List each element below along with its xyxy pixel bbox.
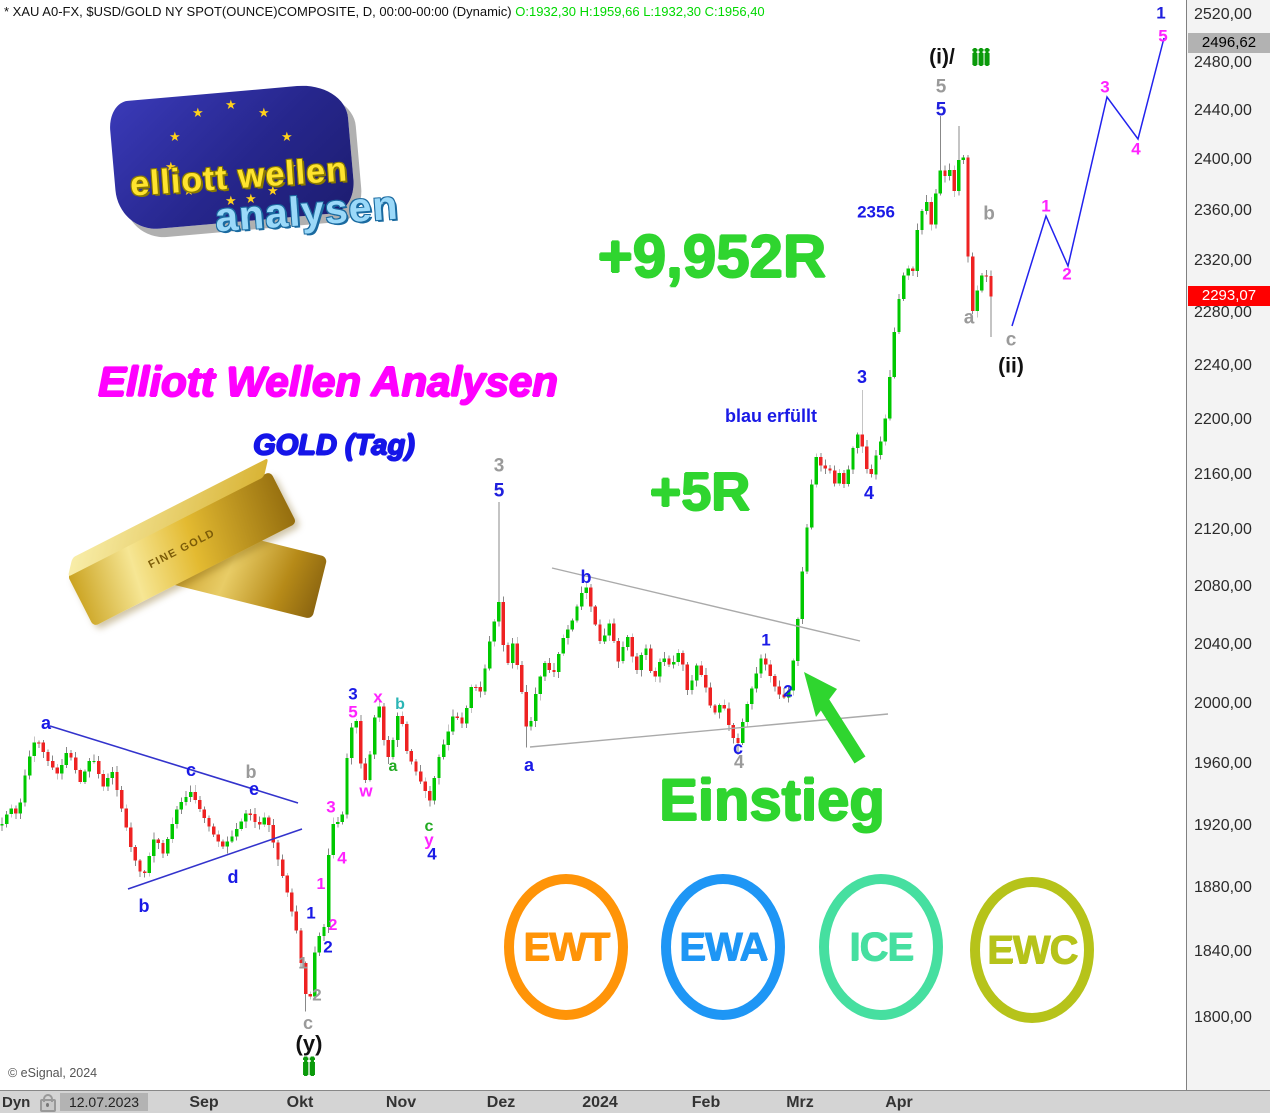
price-axis: 2520,00 2480,00 2440,00 2400,00 2360,00 2320,… [1186, 0, 1270, 1090]
star-icon: ★ [183, 183, 195, 198]
price-tick-label: 1960,00 [1194, 755, 1252, 773]
logo-ewt-text: EWT [523, 924, 610, 969]
price-tick-label: 2240,00 [1194, 357, 1252, 375]
chart-title-bar: * XAU A0-FX, $USD/GOLD NY SPOT(OUNCE)COM… [4, 4, 765, 19]
einstieg-arrow [804, 672, 866, 764]
price-tick-label: 1920,00 [1194, 816, 1252, 834]
price-badge: 2496,62 [1188, 32, 1270, 53]
elliott-wellen-analysen-logo: ★ ★ ★ ★ ★ ★ ★ ★ ★ ★ ★ elliott wellen analysen [95, 81, 400, 257]
logo-ewa-text: EWA [678, 924, 768, 969]
logo-ice-text: ICE [849, 924, 914, 969]
open-value: O:1932,30 [515, 4, 576, 19]
month-tick-label: Nov [385, 1094, 417, 1111]
month-tick-label: Sep [189, 1094, 219, 1111]
month-tick-label: Apr [885, 1094, 913, 1111]
star-icon: ★ [169, 129, 181, 144]
price-tick-label: 2000,00 [1194, 694, 1252, 712]
copyright-text: © eSignal, 2024 [8, 1066, 98, 1080]
month-tick-label: Mrz [786, 1094, 814, 1111]
month-tick-label: Dez [486, 1094, 516, 1111]
logo-ewc: EWC [970, 877, 1094, 1023]
symbol-info: * XAU A0-FX, $USD/GOLD NY SPOT(OUNCE)COM… [4, 4, 512, 19]
star-icon: ★ [258, 105, 270, 120]
time-axis-bar: Dyn 12.07.2023 Sep Okt Nov Dez 2024 Feb Mrz Apr [0, 1090, 1270, 1113]
star-icon: ★ [281, 129, 293, 144]
month-tick-label: Okt [286, 1094, 314, 1111]
high-value: H:1959,66 [579, 4, 640, 19]
low-value: L:1932,30 [643, 4, 702, 19]
logo-ice: ICE [819, 874, 943, 1020]
wave-projection-line [1011, 37, 1165, 327]
price-tick-label: 2480,00 [1194, 53, 1252, 71]
start-date-badge: 12.07.2023 [60, 1093, 148, 1111]
candlestick-chart [0, 37, 1165, 1012]
dyn-scale-label: Dyn [2, 1094, 31, 1111]
close-value: C:1956,40 [704, 4, 765, 19]
star-icon: ★ [225, 193, 237, 208]
logo-ewa: EWA [661, 874, 785, 1020]
price-badge: 2293,07 [1188, 286, 1270, 307]
price-tick-label: 2520,00 [1194, 6, 1252, 23]
price-tick-label: 2200,00 [1194, 410, 1252, 428]
price-tick-label: 2280,00 [1194, 304, 1252, 322]
logo-ewc-text: EWC [986, 927, 1078, 972]
price-tick-label: 1840,00 [1194, 943, 1252, 961]
price-tick-label: 2120,00 [1194, 521, 1252, 539]
price-tick-label: 1880,00 [1194, 879, 1252, 897]
price-tick-label: 2440,00 [1194, 102, 1252, 120]
price-tick-label: 2400,00 [1194, 151, 1252, 169]
star-icon: ★ [285, 159, 297, 174]
price-tick-label: 2320,00 [1194, 252, 1252, 270]
price-tick-label: 2360,00 [1194, 201, 1252, 219]
lock-icon [40, 1094, 56, 1112]
price-tick-label: 1800,00 [1194, 1009, 1252, 1026]
month-tick-label: 2024 [582, 1094, 618, 1111]
star-icon: ★ [245, 191, 257, 206]
star-icon: ★ [165, 159, 177, 174]
trendlines [49, 567, 889, 890]
star-icon: ★ [225, 97, 237, 112]
candles [0, 116, 993, 1012]
logo-ewt: EWT [504, 874, 628, 1020]
price-tick-label: 2160,00 [1194, 465, 1252, 483]
star-icon: ★ [267, 183, 279, 198]
gold-bars-image: FINE GOLD [67, 471, 328, 661]
gold-bar-text: FINE GOLD [146, 526, 218, 572]
month-tick-label: Feb [691, 1094, 721, 1111]
star-icon: ★ [192, 105, 204, 120]
price-tick-label: 2080,00 [1194, 578, 1252, 595]
price-tick-label: 2040,00 [1194, 635, 1252, 653]
